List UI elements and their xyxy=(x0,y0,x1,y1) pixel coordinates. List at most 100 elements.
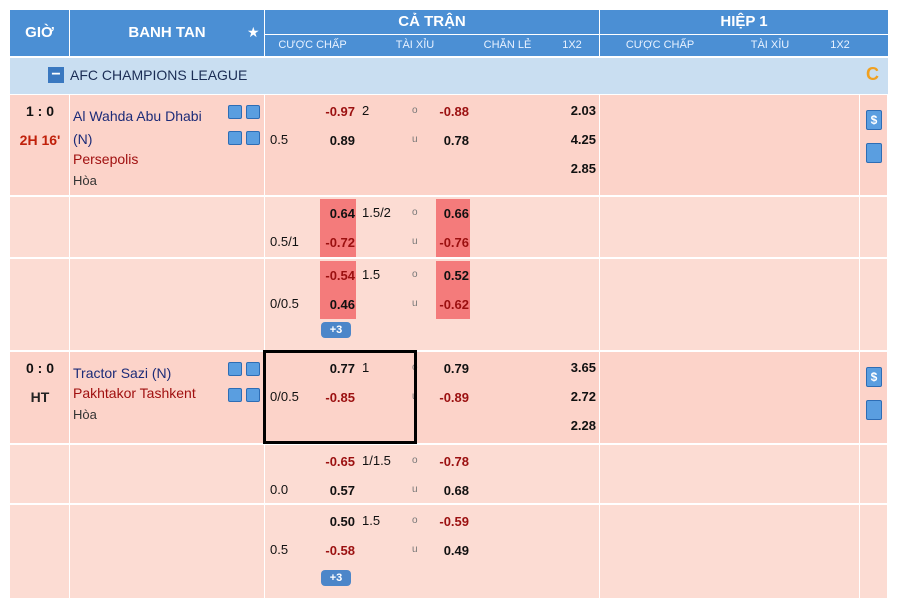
total-odds: -0.76 xyxy=(436,228,470,257)
total-line: 1/1.5 xyxy=(362,453,391,468)
cell xyxy=(860,505,887,598)
team-icon[interactable] xyxy=(246,388,260,402)
cell xyxy=(860,197,887,257)
cell xyxy=(600,505,859,598)
score: 1 : 0 xyxy=(25,103,54,119)
total-label: o xyxy=(412,207,418,218)
total-line: 1.5/2 xyxy=(362,205,391,220)
x12-odds: 2.03 xyxy=(570,103,596,118)
handicap-odds: 0.64 xyxy=(320,199,356,228)
sub-header: CƯỢC CHẤP xyxy=(265,34,360,56)
cell xyxy=(860,352,887,443)
header-full-time: CẢ TRẬN xyxy=(265,10,600,34)
handicap-odds: 0.89 xyxy=(329,133,355,148)
sub-header-filler xyxy=(860,34,888,56)
sub-header: 1X2 xyxy=(820,34,860,56)
cell xyxy=(265,259,599,350)
total-label: o xyxy=(412,515,418,526)
handicap: 0.0 xyxy=(270,482,289,497)
handicap-odds: 0.57 xyxy=(329,483,355,498)
money-icon[interactable]: $ xyxy=(866,367,882,387)
handicap-odds: -0.58 xyxy=(325,543,355,558)
sub-header: TÀI XỈU xyxy=(720,34,820,56)
team-icon[interactable] xyxy=(246,362,260,376)
cell xyxy=(265,445,599,503)
team-icon[interactable] xyxy=(228,362,242,376)
handicap: 0.5 xyxy=(270,132,289,147)
team-icon[interactable] xyxy=(228,105,242,119)
draw: Hòa xyxy=(73,407,97,422)
home-team: Tractor Sazi (N) xyxy=(73,365,172,381)
total-odds: 0.66 xyxy=(436,199,470,228)
chart-icon[interactable] xyxy=(866,143,882,163)
handicap: 0/0.5 xyxy=(270,296,299,311)
cell xyxy=(10,95,69,195)
cell xyxy=(600,95,859,195)
total-odds: 0.68 xyxy=(443,483,469,498)
handicap-odds: -0.97 xyxy=(325,104,355,119)
cell xyxy=(70,259,264,350)
cell xyxy=(600,197,859,257)
handicap-odds: 0.77 xyxy=(329,361,355,376)
handicap-odds: 0.50 xyxy=(329,514,355,529)
team-icon[interactable] xyxy=(246,105,260,119)
cell xyxy=(10,352,69,443)
total-label: u xyxy=(412,298,418,309)
total-line: 1 xyxy=(362,360,370,375)
total-odds: -0.62 xyxy=(436,290,470,319)
league-name: AFC CHAMPIONS LEAGUE xyxy=(70,67,248,83)
x12-odds: 4.25 xyxy=(570,132,596,147)
total-label: o xyxy=(412,455,418,466)
match-time: HT xyxy=(30,389,50,405)
handicap-odds: 0.46 xyxy=(320,290,356,319)
star-icon: ★ xyxy=(247,24,260,40)
sub-header: CƯỢC CHẤP xyxy=(600,34,720,56)
sub-header: CHẴN LẺ xyxy=(470,34,545,56)
money-icon[interactable]: $ xyxy=(866,110,882,130)
total-label: u xyxy=(412,484,418,495)
cell xyxy=(265,197,599,257)
sub-header: 1X2 xyxy=(545,34,600,56)
league-row xyxy=(10,58,888,94)
handicap: 0.5 xyxy=(270,542,289,557)
handicap: 0/0.5 xyxy=(270,389,299,404)
team-icon[interactable] xyxy=(246,131,260,145)
cell xyxy=(265,95,599,195)
chart-icon[interactable] xyxy=(866,400,882,420)
more-button[interactable]: +3 xyxy=(321,322,351,338)
handicap: 0.5/1 xyxy=(270,234,299,249)
draw: Hòa xyxy=(73,173,97,188)
refresh-icon[interactable]: C xyxy=(866,64,879,84)
total-odds: -0.89 xyxy=(439,390,469,405)
home-team: Al Wahda Abu Dhabi (N) xyxy=(73,108,202,147)
cell xyxy=(600,352,859,443)
total-line: 1.5 xyxy=(362,267,381,282)
cell xyxy=(860,259,887,350)
x12-odds: 3.65 xyxy=(570,360,596,375)
total-label: u xyxy=(412,236,418,247)
total-line: 2 xyxy=(362,103,370,118)
collapse-button[interactable]: − xyxy=(48,67,64,83)
cell xyxy=(600,259,859,350)
more-button[interactable]: +3 xyxy=(321,570,351,586)
handicap-odds: -0.85 xyxy=(325,390,355,405)
cell xyxy=(265,505,599,598)
total-odds: -0.59 xyxy=(439,514,469,529)
team-icon[interactable] xyxy=(228,131,242,145)
header-time: GIỜ xyxy=(10,10,70,56)
cell xyxy=(10,445,69,503)
header-match: BANH TAN xyxy=(70,10,265,56)
team-icon[interactable] xyxy=(228,388,242,402)
match-time: 2H 16' xyxy=(19,132,61,148)
total-odds: -0.88 xyxy=(439,104,469,119)
cell xyxy=(70,445,264,503)
cell xyxy=(10,197,69,257)
total-odds: 0.78 xyxy=(443,133,469,148)
total-odds: 0.79 xyxy=(443,361,469,376)
score: 0 : 0 xyxy=(25,360,54,376)
away-team: Persepolis xyxy=(73,151,139,167)
header-first-half: HIỆP 1 xyxy=(600,10,888,34)
total-odds: -0.78 xyxy=(439,454,469,469)
x12-odds: 2.85 xyxy=(570,161,596,176)
